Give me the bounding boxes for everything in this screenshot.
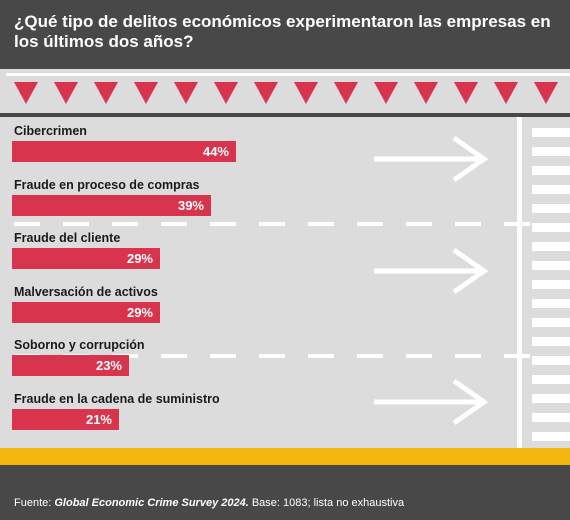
railing-triangle [174, 82, 198, 104]
bar-value-label: 39% [177, 197, 204, 213]
arrow-head-icon [452, 247, 489, 295]
lane-dash [63, 222, 89, 226]
category-label: Cibercrimen [14, 124, 87, 138]
crosswalk-stripe [532, 261, 570, 270]
crosswalk-stripe [532, 242, 570, 251]
bar: 21% [12, 409, 119, 430]
crosswalk-stripe [532, 432, 570, 441]
source-suffix: Base: 1083; lista no exhaustiva [248, 497, 405, 509]
bar-value-label: 29% [126, 251, 153, 267]
crosswalk-stripe [532, 318, 570, 327]
crosswalk-stripe [532, 280, 570, 289]
crosswalk-stripe [532, 128, 570, 137]
arrow-head-icon [452, 135, 489, 183]
lane-dash [308, 222, 334, 226]
bar: 29% [12, 248, 160, 270]
bar-value-label: 44% [202, 144, 229, 159]
lane-dash [210, 222, 236, 226]
bar-value-label: 21% [85, 412, 112, 427]
crosswalk [517, 117, 570, 448]
yellow-road-edge [0, 448, 570, 465]
crosswalk-stripe [532, 375, 570, 384]
railing-triangle [414, 82, 438, 104]
railing-triangles [14, 82, 558, 104]
crosswalk-stripe [532, 337, 570, 346]
lane-dash [210, 354, 236, 358]
railing-triangle [494, 82, 518, 104]
crosswalk-stripe [532, 204, 570, 213]
source-note: Fuente: Global Economic Crime Survey 202… [14, 496, 404, 510]
crosswalk-stripe [532, 394, 570, 403]
category-label: Fraude en la cadena de suministro [14, 392, 220, 406]
lane-dash [455, 354, 481, 358]
crosswalk-stripe [532, 147, 570, 156]
railing-triangle [374, 82, 398, 104]
railing-triangle [454, 82, 478, 104]
arrow-head-icon [452, 378, 489, 426]
lane-dash [406, 354, 432, 358]
crosswalk-stripe [532, 166, 570, 175]
railing-triangle [334, 82, 358, 104]
bar: 23% [12, 355, 129, 377]
crosswalk-stripe [532, 356, 570, 365]
category-label: Fraude del cliente [14, 231, 121, 246]
source-title: Global Economic Crime Survey 2024. [54, 497, 249, 509]
railing-top-stripe [6, 73, 570, 76]
lane-dash [112, 222, 138, 226]
lane-dash [357, 354, 383, 358]
category-label: Malversación de activos [14, 284, 158, 299]
bar: 39% [12, 194, 211, 216]
railing-frame [0, 69, 570, 113]
railing-triangle [14, 82, 38, 104]
lane-dash [357, 222, 383, 226]
lane-dash [14, 222, 40, 226]
road-arrows [374, 135, 489, 426]
railing-triangle [294, 82, 318, 104]
lane-dash [259, 222, 285, 226]
crosswalk-stripe [532, 185, 570, 194]
lane-dash [161, 222, 187, 226]
bar-value-label: 23% [95, 358, 122, 374]
railing-triangle [214, 82, 238, 104]
lane-dash [308, 354, 334, 358]
bar-value-label: 29% [126, 304, 153, 320]
bar: 29% [12, 301, 160, 323]
chart-title: ¿Qué tipo de delitos económicos experime… [14, 12, 551, 51]
railing-triangle [134, 82, 158, 104]
crosswalk-stripe [532, 413, 570, 422]
crosswalk-stripe [532, 223, 570, 232]
lane-dash [406, 222, 432, 226]
source-prefix: Fuente: [14, 497, 55, 509]
lane-dashes [14, 222, 530, 358]
category-label: Soborno y corrupción [14, 338, 145, 353]
railing-triangle [534, 82, 558, 104]
lane-dash [259, 354, 285, 358]
lane-dash [455, 222, 481, 226]
railing-triangle [54, 82, 78, 104]
railing-triangle [94, 82, 118, 104]
crosswalk-edge-line [517, 117, 522, 448]
bar: 44% [12, 141, 236, 162]
category-label: Fraude en proceso de compras [14, 177, 200, 192]
railing-triangle [254, 82, 278, 104]
lane-dash [161, 354, 187, 358]
crosswalk-stripe [532, 299, 570, 308]
